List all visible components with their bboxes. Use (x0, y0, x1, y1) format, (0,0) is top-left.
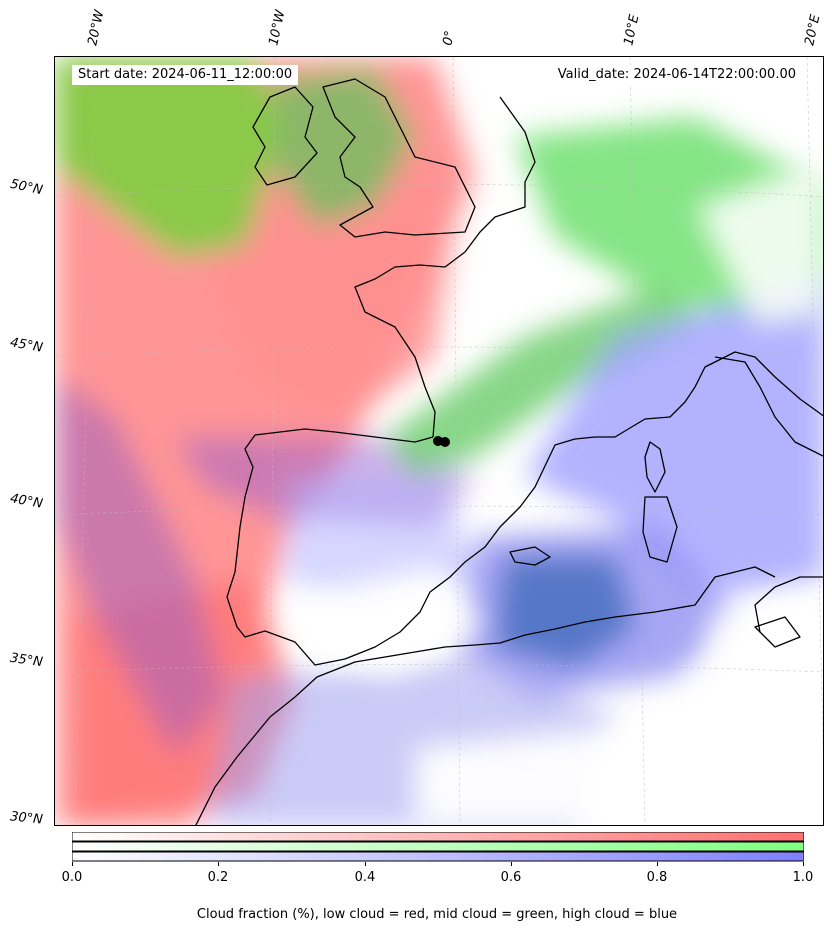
valid-date-label: Valid_date: 2024-06-14T22:00:00.00 (551, 65, 802, 85)
graticule (55, 57, 823, 825)
cloud-layer (55, 57, 823, 825)
cb-tickmark-2 (365, 862, 366, 866)
cb-tick-label-0: 0.0 (61, 870, 83, 885)
coast-balearics (509, 546, 551, 566)
cb-tick-label-4: 0.8 (646, 870, 668, 885)
coast-corsica (644, 441, 666, 493)
cb-tickmark-0 (72, 862, 73, 866)
cb-tickmark-1 (218, 862, 219, 866)
lat-label-30n: 30°N (9, 809, 44, 828)
colorbar-mid-cloud (72, 841, 804, 852)
colorbar-low-cloud (72, 832, 804, 842)
cloud-fraction-map[interactable] (54, 56, 824, 826)
cb-tick-label-1: 0.2 (207, 870, 229, 885)
cb-tickmark-3 (511, 862, 512, 866)
colorbar-caption: Cloud fraction (%), low cloud = red, mid… (196, 907, 678, 922)
clear-area-east (695, 157, 823, 327)
lon-label-0: 0° (440, 29, 459, 47)
coast-sicily (754, 616, 801, 648)
lat-label-45n: 45°N (8, 335, 44, 356)
coastlines (195, 78, 823, 825)
coast-north-africa (236, 566, 776, 758)
lat-label-40n: 40°N (8, 491, 44, 512)
start-date-label: Start date: 2024-06-11_12:00:00 (72, 65, 299, 85)
mid-cloud-area-nw (55, 57, 285, 257)
coast-morocco-atlantic (195, 756, 238, 825)
clear-area-sahara (415, 697, 823, 825)
high-cloud-core-med (495, 557, 635, 667)
mid-cloud-area-ireland (275, 67, 415, 227)
coast-biscay-spain (226, 351, 823, 666)
coast-sardinia (642, 496, 678, 563)
clear-area-sicily (705, 597, 823, 717)
mixed-cloud-streak-west (55, 377, 225, 757)
lat-label-50n: 50°N (8, 176, 44, 199)
coast-continent-north (354, 96, 536, 438)
colorbar-high-cloud (72, 851, 804, 862)
high-cloud-area-east (525, 277, 823, 597)
cb-tick-label-3: 0.6 (500, 870, 522, 885)
cb-tick-label-2: 0.4 (354, 870, 376, 885)
cb-tick-label-5: 1.0 (792, 870, 814, 885)
location-marker (433, 436, 450, 447)
clear-sky-layer (295, 157, 823, 825)
lon-label-20e: 20°E (802, 13, 824, 48)
lat-label-35n: 35°N (9, 650, 44, 671)
cb-tickmark-4 (657, 862, 658, 866)
lon-label-10w: 10°W (266, 8, 289, 47)
coast-great-britain (322, 78, 476, 238)
coast-italy (714, 356, 823, 633)
coast-ireland (252, 86, 318, 186)
lon-label-10e: 10°E (621, 13, 643, 48)
cb-tickmark-5 (803, 862, 804, 866)
colorbar (72, 832, 804, 862)
map-canvas (55, 57, 823, 825)
lon-label-20w: 20°W (85, 8, 108, 47)
clear-area-spain (295, 567, 485, 677)
